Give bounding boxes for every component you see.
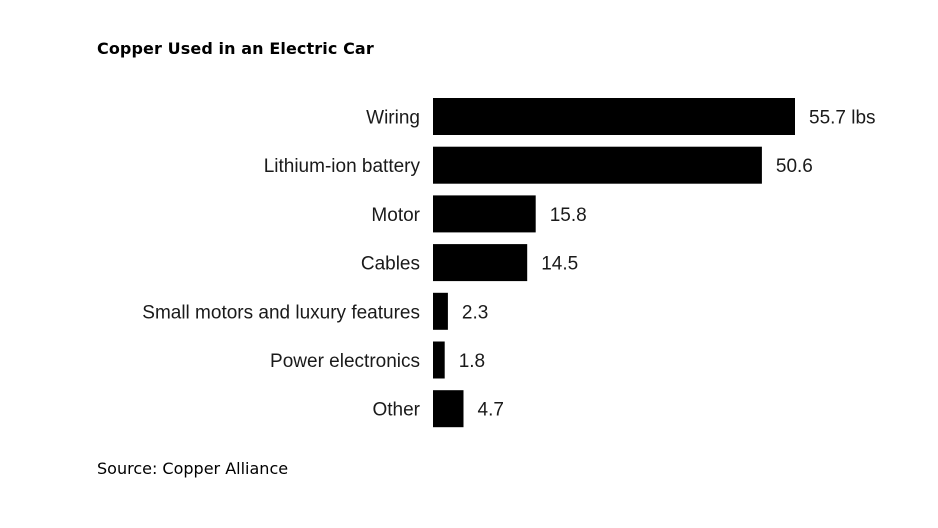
- category-label-0: Wiring: [366, 108, 420, 129]
- source-note: Source: Copper Alliance: [97, 459, 289, 478]
- value-label-4: 2.3: [462, 302, 488, 323]
- chart-title: Copper Used in an Electric Car: [97, 39, 374, 58]
- category-labels: Wiring Lithium-ion battery Motor Cables Smal…: [142, 108, 420, 421]
- category-label-1: Lithium-ion battery: [264, 156, 421, 177]
- bars-layer: [433, 98, 795, 428]
- value-label-6: 4.7: [478, 400, 504, 421]
- bar-1: [433, 146, 762, 184]
- value-labels: 55.7 lbs 50.6 15.8 14.5 2.3 1.8 4.7: [459, 108, 876, 421]
- bar-4: [433, 292, 448, 330]
- value-label-5: 1.8: [459, 351, 485, 372]
- value-label-2: 15.8: [550, 205, 587, 226]
- value-label-3: 14.5: [541, 254, 578, 275]
- category-label-3: Cables: [361, 254, 420, 275]
- bar-6: [433, 390, 464, 428]
- bar-3: [433, 244, 528, 282]
- value-label-0: 55.7 lbs: [809, 108, 876, 129]
- bar-5: [433, 341, 445, 379]
- category-label-4: Small motors and luxury features: [142, 302, 420, 323]
- category-label-2: Motor: [371, 205, 420, 226]
- category-label-5: Power electronics: [270, 351, 420, 372]
- bar-2: [433, 195, 536, 233]
- value-label-1: 50.6: [776, 156, 813, 177]
- category-label-6: Other: [372, 400, 420, 421]
- bar-0: [433, 98, 795, 135]
